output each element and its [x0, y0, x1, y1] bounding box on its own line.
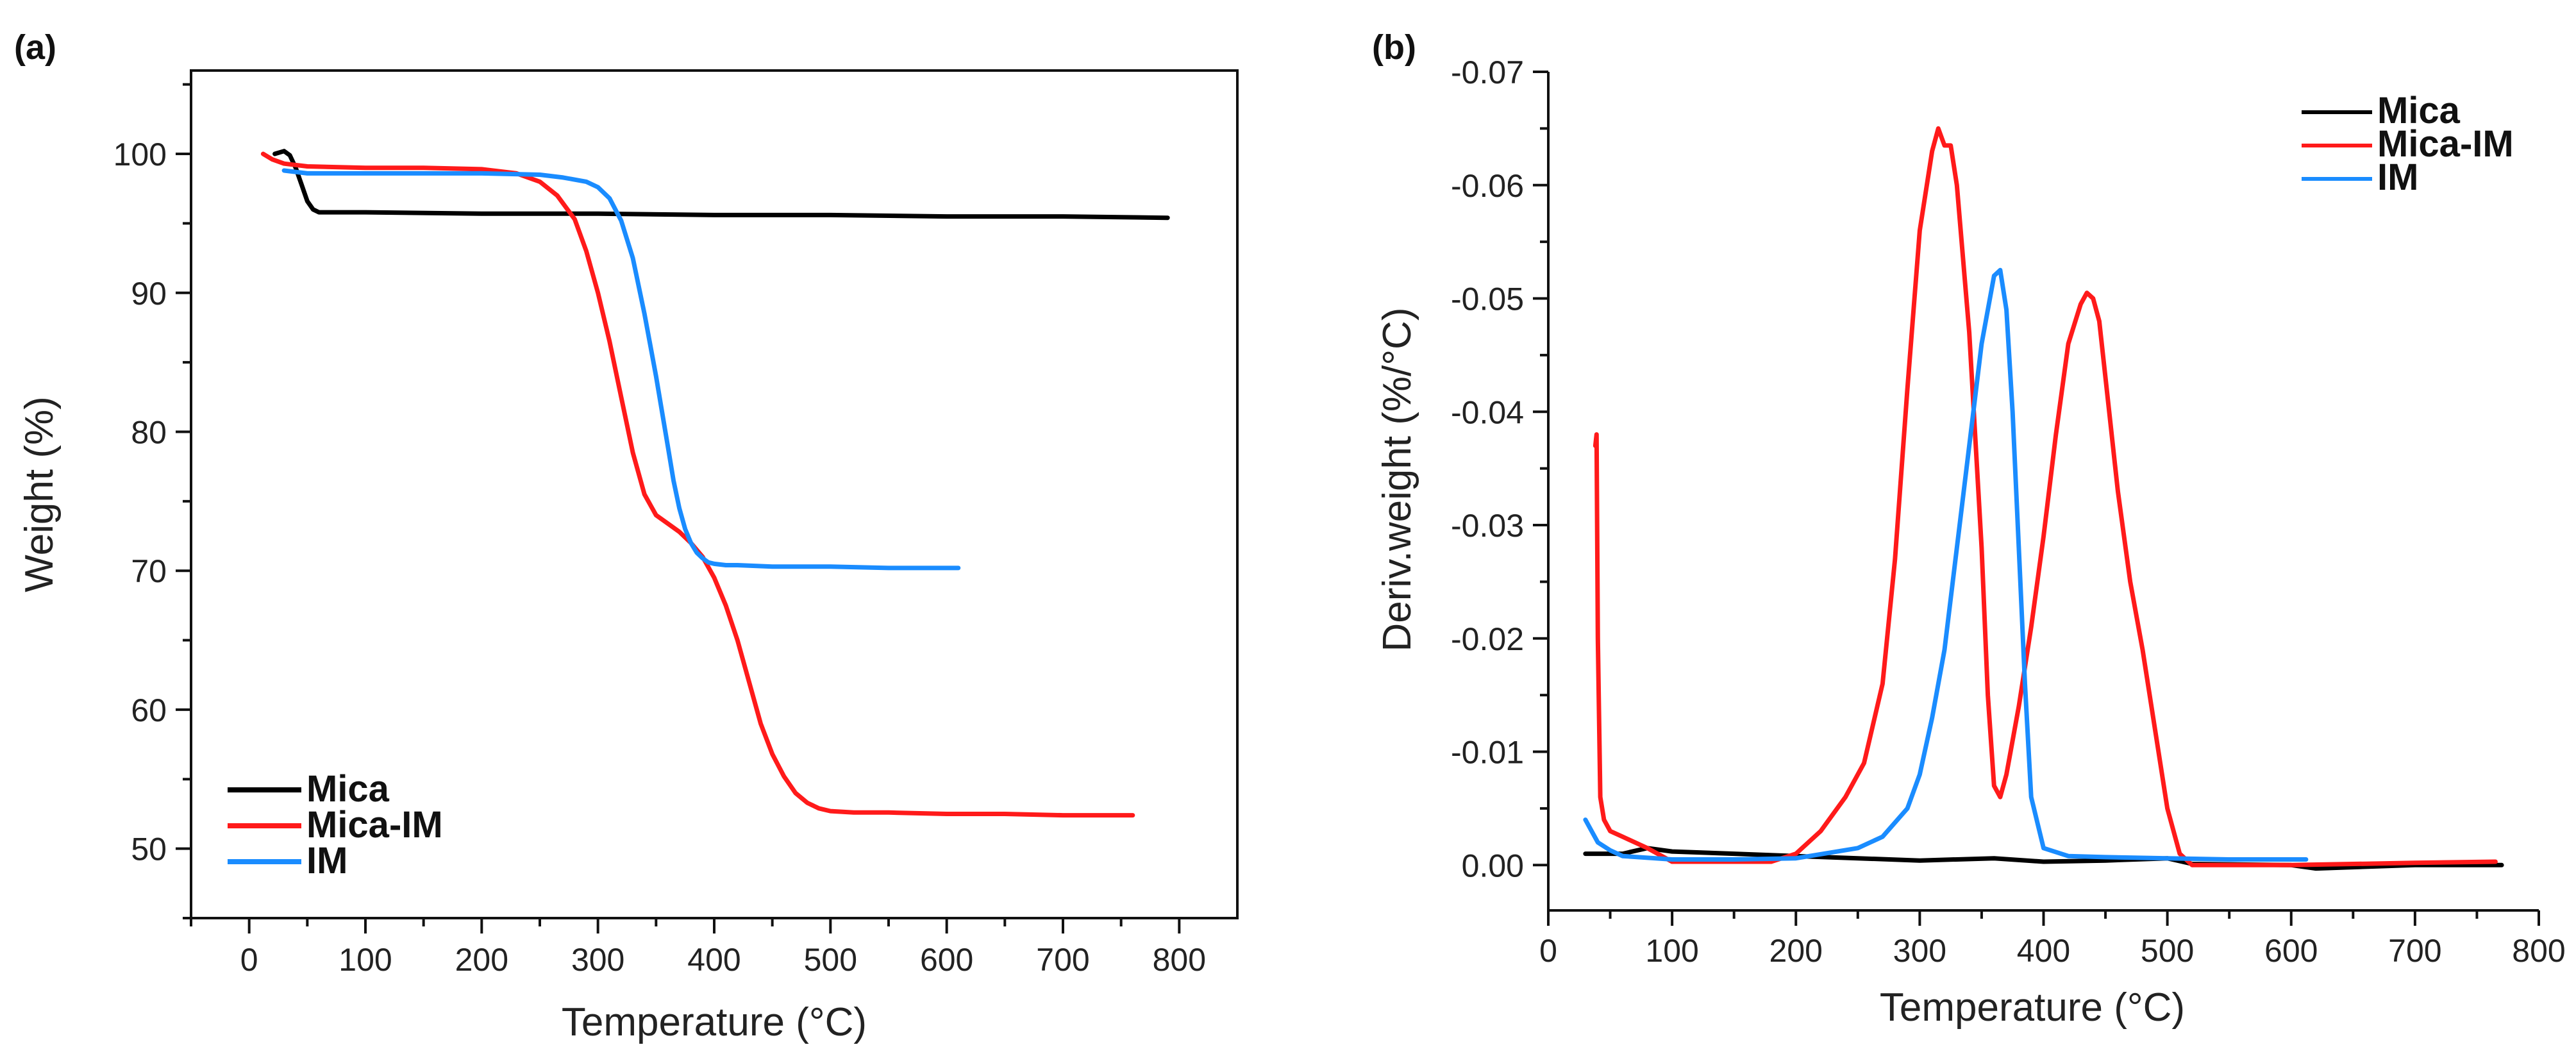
- y-tick-label: -0.07: [1451, 54, 1524, 90]
- y-tick-label: 50: [131, 832, 167, 867]
- x-tick-label: 100: [1645, 933, 1698, 969]
- panel-a-x-axis: 0 100 200 300 400 500 600 700 800: [190, 918, 1206, 978]
- y-tick-label: 60: [131, 692, 167, 728]
- x-tick-label: 400: [2017, 933, 2070, 969]
- panel-b-label: (b): [1372, 28, 1416, 67]
- panel-a-x-axis-title: Temperature (°C): [562, 1000, 867, 1044]
- panel-a-series: [260, 149, 1170, 818]
- y-tick-label: -0.01: [1451, 735, 1524, 771]
- y-tick-label: 90: [131, 276, 167, 312]
- legend-label: Mica-IM: [2377, 123, 2514, 165]
- y-tick-label: -0.04: [1451, 394, 1524, 430]
- x-tick-label: 800: [2512, 933, 2565, 969]
- panel-a-label: (a): [14, 28, 56, 67]
- x-tick-label: 700: [1036, 942, 1089, 978]
- legend-label: Mica-IM: [306, 804, 443, 846]
- x-tick-label: 100: [339, 942, 392, 978]
- series-line-mica: [272, 149, 1170, 221]
- x-tick-label: 0: [1539, 933, 1557, 969]
- panel-b-y-axis-title: Deriv.weight (%/°C): [1375, 308, 1419, 652]
- series-line-mica-im: [1593, 126, 2498, 867]
- panel-b-series: [1583, 126, 2504, 871]
- legend-label: Mica: [2377, 90, 2461, 131]
- panel-a-y-axis-title: Weight (%): [17, 396, 62, 592]
- legend-label: Mica: [306, 768, 390, 810]
- panel-a-y-axis: 50 60 70 80 90 100: [113, 83, 191, 919]
- x-tick-label: 0: [240, 942, 258, 978]
- x-tick-label: 300: [571, 942, 624, 978]
- series-line-mica-im: [260, 151, 1135, 818]
- series-line-im: [281, 168, 961, 571]
- x-tick-label: 200: [1769, 933, 1823, 969]
- x-tick-label: 500: [804, 942, 857, 978]
- x-tick-label: 300: [1893, 933, 1946, 969]
- y-tick-label: -0.05: [1451, 281, 1524, 317]
- panel-b-x-axis-title: Temperature (°C): [1880, 985, 2185, 1030]
- y-tick-label: -0.02: [1451, 621, 1524, 657]
- x-tick-label: 800: [1153, 942, 1206, 978]
- x-tick-label: 600: [2264, 933, 2318, 969]
- panel-b-chart: (b) 0 100 200 300 400 500 600 700 800 0.00 -0.01 -…: [1372, 28, 2566, 1030]
- y-tick-label: 100: [113, 137, 167, 172]
- x-tick-label: 400: [687, 942, 740, 978]
- y-tick-label: 0.00: [1462, 848, 1524, 883]
- legend-label: IM: [2377, 156, 2418, 198]
- x-tick-label: 500: [2141, 933, 2194, 969]
- y-tick-label: 70: [131, 553, 167, 589]
- legend-label: IM: [306, 840, 347, 882]
- series-line-im: [1583, 267, 2309, 862]
- panel-b-y-axis: 0.00 -0.01 -0.02 -0.03 -0.04 -0.05 -0.06 -0.07: [1451, 54, 1548, 883]
- x-tick-label: 600: [920, 942, 973, 978]
- panel-b-x-axis: 0 100 200 300 400 500 600 700 800: [1539, 910, 2566, 969]
- y-tick-label: -0.06: [1451, 168, 1524, 204]
- x-tick-label: 200: [455, 942, 508, 978]
- y-tick-label: -0.03: [1451, 508, 1524, 544]
- y-tick-label: 80: [131, 414, 167, 450]
- x-tick-label: 700: [2388, 933, 2441, 969]
- panel-a-chart: (a) 0 100 200 300 400 500 600 700 800 50 60 70 80 90…: [14, 28, 1239, 1044]
